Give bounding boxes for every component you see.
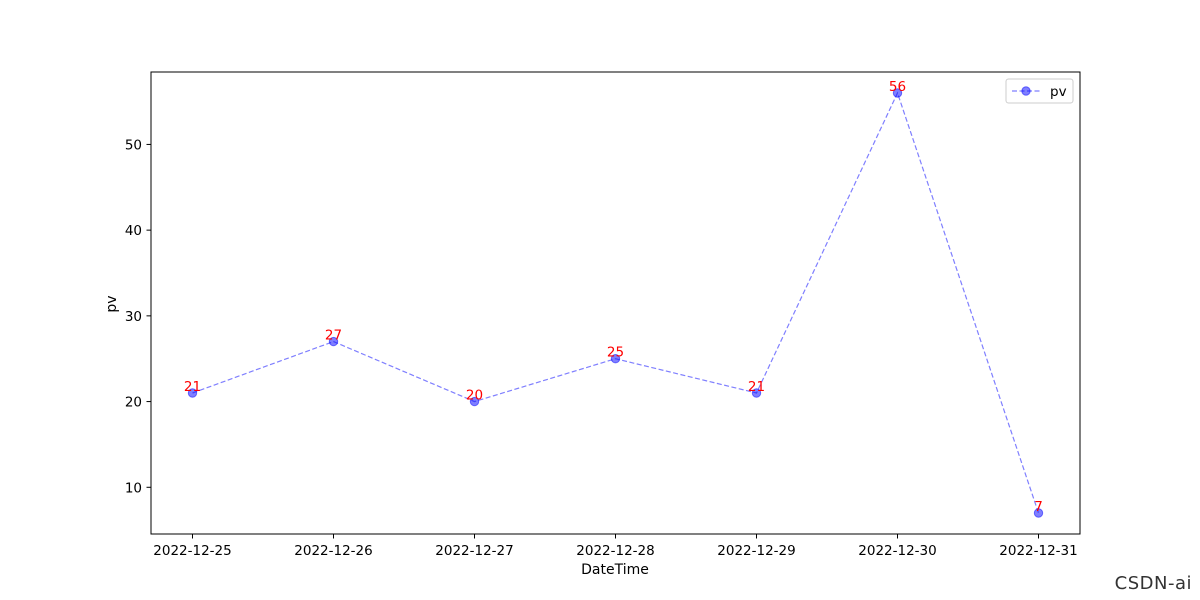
y-tick-label: 40 bbox=[125, 223, 142, 239]
data-point bbox=[187, 388, 198, 398]
data-point bbox=[1033, 508, 1044, 518]
series-layer bbox=[187, 88, 1044, 518]
data-label: 7 bbox=[1034, 499, 1043, 515]
y-tick-label: 30 bbox=[125, 309, 142, 325]
data-point bbox=[610, 354, 621, 364]
x-tick-label: 2022-12-26 bbox=[294, 543, 372, 559]
data-label: 21 bbox=[184, 379, 201, 395]
legend: pv bbox=[1005, 78, 1074, 104]
data-point bbox=[469, 396, 480, 407]
data-label: 21 bbox=[748, 379, 765, 395]
x-tick-label: 2022-12-29 bbox=[717, 543, 795, 559]
data-label: 27 bbox=[325, 328, 342, 344]
y-tick-label: 20 bbox=[125, 395, 142, 411]
watermark-text: CSDN-ai bbox=[1114, 573, 1192, 594]
legend-label: pv bbox=[1050, 84, 1067, 100]
data-point bbox=[328, 336, 339, 347]
data-label: 25 bbox=[607, 345, 624, 361]
y-tick-label: 50 bbox=[125, 137, 142, 153]
data-label: 20 bbox=[466, 388, 483, 404]
y-axis-label: pv bbox=[104, 295, 120, 312]
x-axis-label: DateTime bbox=[581, 562, 649, 578]
x-tick-label: 2022-12-25 bbox=[153, 543, 231, 559]
legend-marker-swatch bbox=[1021, 86, 1031, 96]
x-tick-label: 2022-12-31 bbox=[999, 543, 1077, 559]
data-point bbox=[751, 388, 762, 398]
y-axis: 10 20 30 40 50 bbox=[125, 137, 151, 496]
data-point bbox=[892, 88, 903, 98]
data-labels-layer: 21 27 20 25 21 56 7 bbox=[184, 79, 1043, 515]
x-tick-label: 2022-12-30 bbox=[858, 543, 936, 559]
x-tick-label: 2022-12-27 bbox=[435, 543, 513, 559]
data-label: 56 bbox=[889, 79, 906, 95]
y-tick-label: 10 bbox=[125, 480, 142, 496]
x-tick-label: 2022-12-28 bbox=[576, 543, 654, 559]
x-axis: 2022-12-25 2022-12-26 2022-12-27 2022-12-28… bbox=[153, 534, 1078, 559]
